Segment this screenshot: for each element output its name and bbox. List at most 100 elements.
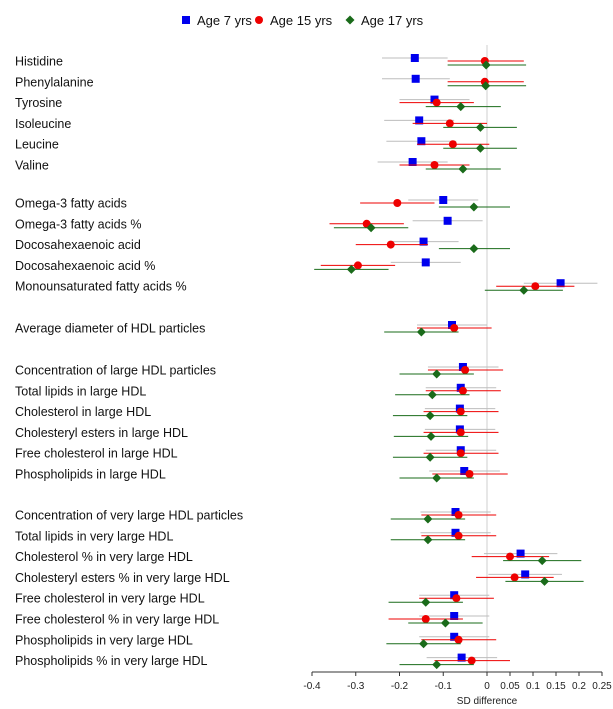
row: Cholesteryl esters % in very large HDL xyxy=(15,570,584,586)
point-age-17 xyxy=(469,244,479,254)
point-age-15 xyxy=(454,531,463,540)
point-age-15 xyxy=(456,407,465,416)
row-label: Phospholipids in large HDL xyxy=(15,468,166,482)
point-age-17 xyxy=(440,618,450,628)
row-label: Isoleucine xyxy=(15,117,71,131)
legend-label-age-7: Age 7 yrs xyxy=(197,13,252,28)
row: Valine xyxy=(15,158,501,174)
legend-marker-age-15 xyxy=(255,16,263,24)
point-age-15 xyxy=(445,119,454,128)
point-age-17 xyxy=(416,327,426,337)
row: Concentration of very large HDL particle… xyxy=(15,508,497,524)
legend: Age 7 yrs Age 15 yrs Age 17 yrs xyxy=(182,13,424,28)
point-age-7 xyxy=(419,237,428,246)
point-age-7 xyxy=(460,467,469,475)
row-label: Leucine xyxy=(15,138,59,152)
x-tick-label: 0.1 xyxy=(526,681,540,692)
row-label: Monounsaturated fatty acids % xyxy=(15,280,187,294)
x-axis: -0.4 -0.3 -0.2 -0.1 0 0.05 0.1 0.15 0.2 0.25 SD di… xyxy=(303,671,612,707)
row-label: Valine xyxy=(15,159,49,173)
row-label: Free cholesterol % in very large HDL xyxy=(15,613,219,627)
legend-marker-age-17 xyxy=(345,15,355,25)
point-age-17 xyxy=(481,60,491,70)
point-age-15 xyxy=(467,656,476,665)
point-age-15 xyxy=(421,615,430,623)
point-age-17 xyxy=(425,411,435,421)
point-age-15 xyxy=(465,470,474,478)
point-age-15 xyxy=(456,449,465,458)
x-tick-label: 0.05 xyxy=(500,681,520,692)
x-tick-label: 0.15 xyxy=(546,681,566,692)
row: Docosahexaenoic acid % xyxy=(15,258,461,274)
point-age-7 xyxy=(408,158,417,166)
row: Phospholipids in large HDL xyxy=(15,467,508,483)
legend-marker-age-7 xyxy=(182,16,190,24)
row-label: Concentration of large HDL particles xyxy=(15,364,216,378)
row-label: Cholesterol % in very large HDL xyxy=(15,550,193,564)
point-age-7 xyxy=(411,74,420,83)
row-label: Docosahexaenoic acid xyxy=(15,238,141,252)
point-age-17 xyxy=(419,639,429,649)
x-tick-label: -0.4 xyxy=(303,681,321,692)
row-label: Cholesterol in large HDL xyxy=(15,405,151,419)
row: Cholesterol in large HDL xyxy=(15,404,499,421)
point-age-7 xyxy=(457,653,466,662)
point-age-7 xyxy=(451,508,460,516)
point-age-7 xyxy=(410,54,419,62)
row: Omega-3 fatty acids % xyxy=(15,216,483,233)
point-age-15 xyxy=(454,635,463,644)
point-age-7 xyxy=(439,196,448,204)
point-age-17 xyxy=(537,556,547,566)
row-label: Phospholipids % in very large HDL xyxy=(15,654,208,668)
point-age-15 xyxy=(448,140,457,149)
row: Phospholipids in very large HDL xyxy=(15,632,497,649)
row-label: Total lipids in large HDL xyxy=(15,384,146,398)
row: Docosahexaenoic acid xyxy=(15,237,510,254)
row-label: Omega-3 fatty acids xyxy=(15,197,127,211)
row: Monounsaturated fatty acids % xyxy=(15,279,598,295)
point-age-15 xyxy=(450,324,459,332)
point-age-17 xyxy=(346,264,356,274)
point-age-7 xyxy=(521,570,530,579)
data-rows: Histidine Phenylalanine Tyrosine Isoleucine… xyxy=(15,54,598,670)
point-age-17 xyxy=(423,514,433,524)
row: Free cholesterol in large HDL xyxy=(15,446,499,462)
row: Cholesterol % in very large HDL xyxy=(15,549,582,566)
row: Phenylalanine xyxy=(15,74,527,91)
row-label: Average diameter of HDL particles xyxy=(15,322,205,336)
point-age-15 xyxy=(353,261,362,270)
point-age-17 xyxy=(475,143,485,153)
point-age-17 xyxy=(519,285,529,295)
x-tick-label: 0 xyxy=(484,681,490,692)
row: Tyrosine xyxy=(15,95,501,112)
row-label: Concentration of very large HDL particle… xyxy=(15,509,243,523)
point-age-17 xyxy=(432,473,442,483)
point-age-15 xyxy=(458,386,467,395)
point-age-17 xyxy=(366,223,376,233)
row: Concentration of large HDL particles xyxy=(15,363,504,379)
point-age-17 xyxy=(540,576,549,586)
point-age-7 xyxy=(443,216,452,225)
row-label: Phospholipids in very large HDL xyxy=(15,633,193,647)
row: Leucine xyxy=(15,137,517,153)
x-tick-label: -0.1 xyxy=(435,681,453,692)
x-tick-label: -0.2 xyxy=(391,681,409,692)
point-age-7 xyxy=(450,632,459,641)
row-label: Docosahexaenoic acid % xyxy=(15,259,155,273)
point-age-7 xyxy=(415,116,424,125)
point-age-17 xyxy=(423,535,433,545)
row-label: Omega-3 fatty acids % xyxy=(15,217,141,231)
row: Total lipids in very large HDL xyxy=(15,528,497,545)
point-age-15 xyxy=(456,428,465,437)
row-label: Free cholesterol in very large HDL xyxy=(15,592,205,606)
row: Free cholesterol % in very large HDL xyxy=(15,612,490,628)
row-label: Tyrosine xyxy=(15,96,62,110)
point-age-17 xyxy=(425,452,435,462)
point-age-17 xyxy=(458,164,468,174)
point-age-7 xyxy=(516,549,525,558)
x-tick-label: -0.3 xyxy=(347,681,365,692)
point-age-15 xyxy=(430,161,439,169)
point-age-15 xyxy=(461,366,470,374)
point-age-7 xyxy=(417,137,426,146)
